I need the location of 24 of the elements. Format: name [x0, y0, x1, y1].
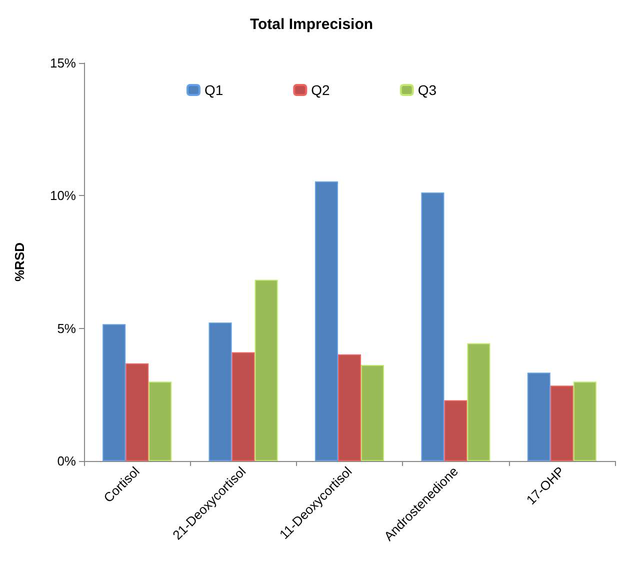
y-tick-label: 0% — [57, 454, 76, 468]
legend-label: Q3 — [418, 82, 437, 98]
bar — [338, 354, 362, 461]
y-tick-label: 15% — [50, 56, 76, 70]
bar — [527, 372, 550, 461]
bar — [208, 322, 232, 461]
bar — [550, 386, 574, 461]
bar — [102, 324, 126, 461]
bar — [421, 192, 444, 461]
y-tick-label: 5% — [57, 320, 76, 336]
chart-title: Total Imprecision — [250, 16, 374, 33]
bar — [232, 352, 255, 461]
bar — [314, 181, 338, 461]
y-tick-label: 10% — [50, 188, 76, 204]
bar — [148, 382, 172, 461]
bar — [361, 364, 384, 461]
bar — [467, 343, 490, 461]
bar — [254, 280, 278, 461]
bar — [573, 382, 596, 461]
legend-label: Q2 — [311, 82, 330, 98]
y-axis-title: %RSD — [12, 242, 27, 282]
legend-label: Q1 — [204, 82, 224, 98]
bar — [444, 400, 468, 461]
bar — [126, 363, 149, 461]
